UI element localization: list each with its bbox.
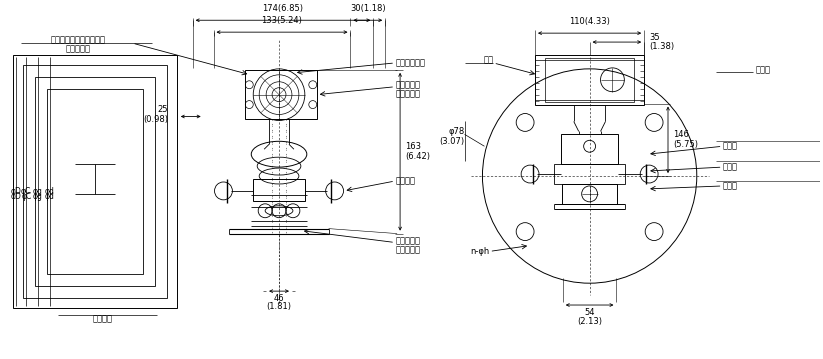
Bar xyxy=(13,55,177,308)
Text: 25: 25 xyxy=(157,105,168,114)
Text: (2.13): (2.13) xyxy=(577,317,602,326)
Bar xyxy=(47,89,143,274)
Text: (3.07): (3.07) xyxy=(439,137,465,146)
Text: （可选购）: （可选购） xyxy=(65,45,90,53)
Text: 46: 46 xyxy=(274,294,284,303)
Bar xyxy=(560,134,618,164)
Text: φg: φg xyxy=(33,187,43,196)
Text: 调零: 调零 xyxy=(483,55,493,64)
Bar xyxy=(562,184,617,204)
Text: φD: φD xyxy=(11,192,21,201)
Text: 174(6.85): 174(6.85) xyxy=(263,4,304,13)
Text: (6.42): (6.42) xyxy=(405,152,430,161)
Text: 管道连接: 管道连接 xyxy=(395,177,415,186)
Text: （可选购）: （可选购） xyxy=(395,89,420,98)
Text: (5.75): (5.75) xyxy=(673,140,698,149)
Text: 端子侧: 端子侧 xyxy=(756,65,770,74)
Text: 54: 54 xyxy=(584,308,595,317)
Bar xyxy=(535,55,644,104)
Text: (1.38): (1.38) xyxy=(649,42,674,51)
Text: 110(4.33): 110(4.33) xyxy=(570,17,610,26)
Text: φd: φd xyxy=(45,187,55,196)
Text: 导线管连接口: 导线管连接口 xyxy=(395,59,425,67)
Text: 内藏显示表: 内藏显示表 xyxy=(395,80,420,89)
Text: (1.81): (1.81) xyxy=(267,302,291,311)
Text: （可选购）: （可选购） xyxy=(395,245,420,254)
Bar xyxy=(554,164,625,184)
Text: φg: φg xyxy=(33,192,43,201)
Text: φD: φD xyxy=(11,187,21,196)
Text: 管道法兰: 管道法兰 xyxy=(92,314,113,323)
Text: 管道连接件: 管道连接件 xyxy=(395,236,420,245)
Text: 133(5.24): 133(5.24) xyxy=(262,16,302,25)
Text: 外部显示表导线管连接口: 外部显示表导线管连接口 xyxy=(50,36,105,45)
Text: 146: 146 xyxy=(673,130,689,139)
Text: 接地端: 接地端 xyxy=(723,142,737,151)
Text: φC: φC xyxy=(22,192,32,201)
Bar xyxy=(545,58,635,102)
Text: φ78: φ78 xyxy=(449,127,465,136)
Text: φC: φC xyxy=(21,187,31,196)
Text: 163: 163 xyxy=(405,142,421,151)
Text: φd: φd xyxy=(45,192,55,201)
Text: 排液塞: 排液塞 xyxy=(723,181,737,191)
Bar xyxy=(23,65,167,298)
Text: n-φh: n-φh xyxy=(470,247,490,256)
Text: (0.98): (0.98) xyxy=(143,115,168,124)
Bar xyxy=(35,77,155,286)
Text: 35: 35 xyxy=(649,33,660,42)
Bar xyxy=(245,70,317,120)
Text: 30(1.18): 30(1.18) xyxy=(350,4,386,13)
Text: 排气塞: 排气塞 xyxy=(723,163,737,172)
Bar xyxy=(253,179,305,201)
